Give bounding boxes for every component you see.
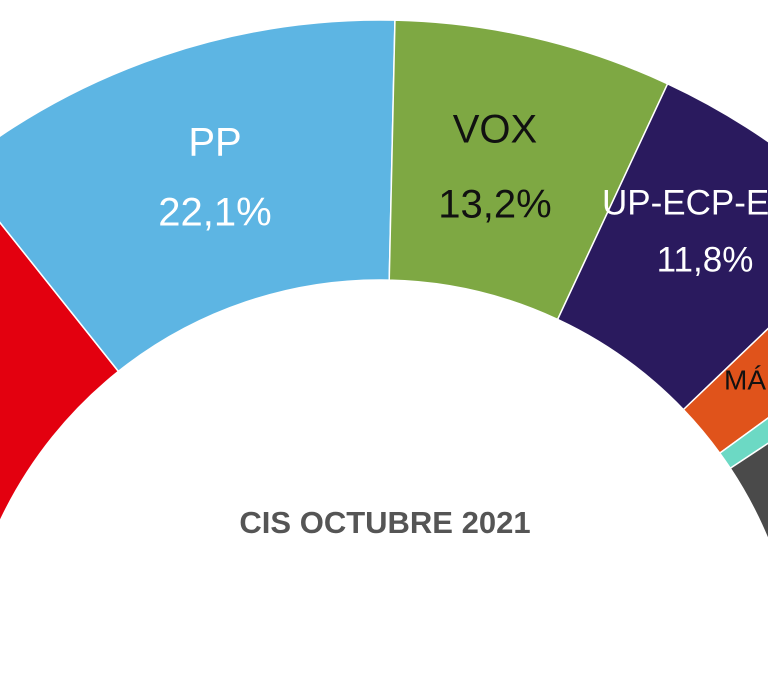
segment: [682, 327, 768, 455]
segment-label: PP: [188, 121, 241, 165]
value-label: 22,1%: [158, 191, 271, 235]
labels: PP 22,1% VOX 13,2% UP-ECP-E 11,8% MÁ: [158, 108, 768, 396]
chart-title: CIS OCTUBRE 2021: [239, 505, 530, 540]
value-label: 13,2%: [438, 183, 551, 227]
segment-label: MÁ: [724, 364, 766, 395]
segments: [0, 19, 768, 542]
segment-label: VOX: [453, 108, 537, 152]
segment: [729, 442, 768, 542]
segment-label: UP-ECP-E: [602, 183, 768, 222]
segment: [0, 221, 120, 523]
value-label: 11,8%: [657, 240, 754, 279]
segment: [556, 82, 768, 411]
